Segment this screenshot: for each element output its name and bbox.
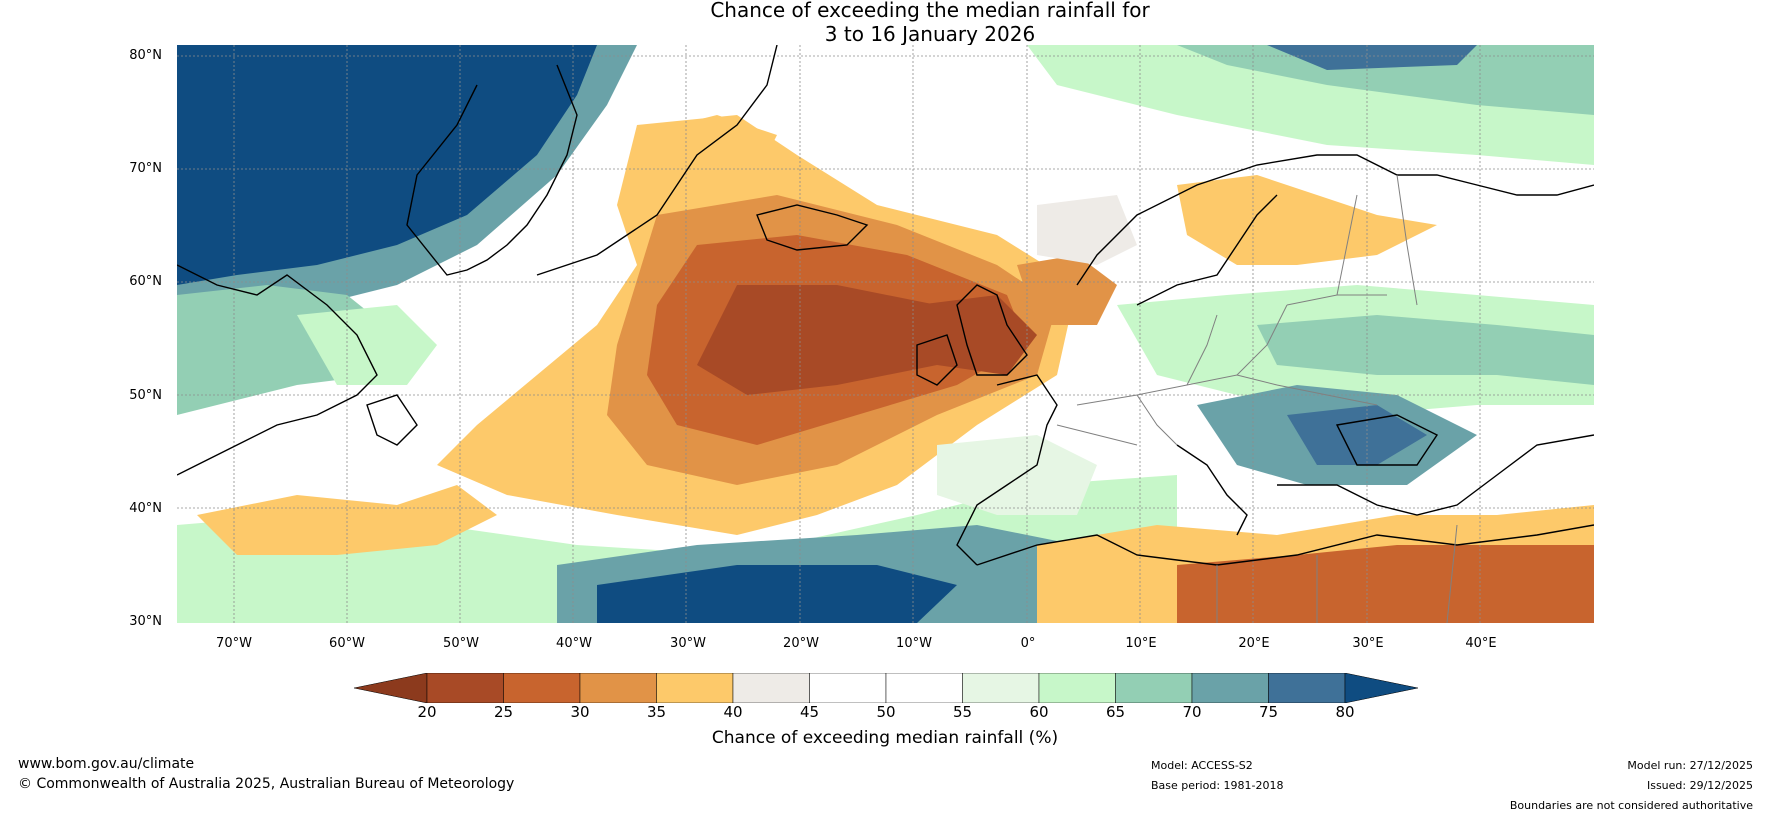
- copyright-text: © Commonwealth of Australia 2025, Austra…: [18, 776, 515, 792]
- coastline-norway: [1076, 154, 1594, 286]
- colorbar-tick-label: 50: [876, 703, 896, 721]
- lon-label-20e: 20°E: [1238, 636, 1270, 651]
- colorbar-tick-label: 20: [417, 703, 437, 721]
- lon-label-60w: 60°W: [329, 636, 365, 651]
- colorbar-bin: [503, 673, 581, 703]
- lat-label-60n: 60°N: [129, 274, 162, 289]
- coastlines: [177, 45, 1594, 566]
- colorbar-bin: [579, 673, 657, 703]
- region-greenland-east-dry: [637, 115, 777, 175]
- coastline-iceland: [756, 204, 869, 251]
- lon-label-0: 0°: [1020, 636, 1036, 651]
- lon-label-50w: 50°W: [443, 636, 479, 651]
- colorbar-over-triangle: [1344, 673, 1418, 703]
- lon-label-10e: 10°E: [1125, 636, 1157, 651]
- colorbar-bin: [1191, 673, 1269, 703]
- lat-label-30n: 30°N: [129, 614, 162, 629]
- coastline-black-sea: [1335, 414, 1439, 466]
- colorbar-under-triangle: [354, 673, 428, 703]
- coastline-baltic: [1136, 194, 1278, 306]
- lon-label-70w: 70°W: [216, 636, 252, 651]
- region-scandinavia-dry: [1177, 175, 1437, 265]
- region-iberia-green: [937, 435, 1097, 515]
- model-text: Model: ACCESS-S2: [1151, 759, 1253, 772]
- region-newfoundland-light: [297, 305, 437, 385]
- region-north-africa-core: [1177, 545, 1594, 623]
- colorbar-bin: [426, 673, 504, 703]
- colorbar-tick-label: 75: [1258, 703, 1279, 721]
- coastline-uk: [956, 284, 1028, 376]
- region-western-atlantic-dry: [197, 485, 497, 555]
- colorbar-tick-label: 70: [1182, 703, 1202, 721]
- colorbar-tick-label: 60: [1029, 703, 1049, 721]
- gridlines: [177, 45, 1594, 623]
- colorbar-tick-label: 65: [1105, 703, 1126, 721]
- coastline-newfoundland: [366, 394, 418, 446]
- colorbar-label: Chance of exceeding median rainfall (%): [711, 728, 1059, 748]
- coastline-north-africa: [976, 524, 1594, 566]
- colorbar: [354, 673, 1418, 703]
- coastline-greenland: [406, 64, 578, 276]
- colorbar-tick-label: 55: [952, 703, 973, 721]
- colorbar-bin: [656, 673, 734, 703]
- colorbar-bin: [885, 673, 963, 703]
- colorbar-tick-label: 35: [646, 703, 667, 721]
- colorbar-tick-label: 45: [799, 703, 820, 721]
- region-atlantic-dry-core: [697, 285, 987, 395]
- region-greenland-wet-core: [177, 45, 597, 285]
- colorbar-bin: [732, 673, 810, 703]
- country-borders: [1056, 174, 1458, 623]
- region-subtropic-deep: [597, 565, 957, 623]
- coastline-ireland: [916, 334, 958, 386]
- lon-label-30w: 30°W: [670, 636, 706, 651]
- map-title-line2: 3 to 16 January 2026: [824, 22, 1036, 46]
- lon-label-40w: 40°W: [556, 636, 592, 651]
- colorbar-tick-label: 40: [723, 703, 743, 721]
- colorbar-bin: [1268, 673, 1346, 703]
- region-arctic-teal: [1177, 45, 1594, 115]
- lat-label-50n: 50°N: [129, 388, 162, 403]
- region-black-sea-blue: [1287, 405, 1427, 465]
- lat-label-70n: 70°N: [129, 161, 162, 176]
- lon-label-40e: 40°E: [1465, 636, 1497, 651]
- colorbar-tick-label: 30: [570, 703, 590, 721]
- rainfall-probability-map: [177, 45, 1594, 623]
- region-east-europe-teal: [1257, 315, 1594, 385]
- region-north-sea-neutral: [1037, 195, 1137, 265]
- colorbar-bin: [962, 673, 1040, 703]
- coastline-europe-west: [956, 374, 1058, 566]
- website-link[interactable]: www.bom.gov.au/climate: [18, 756, 195, 772]
- colorbar-tick-label: 25: [493, 703, 514, 721]
- lon-label-30e: 30°E: [1352, 636, 1384, 651]
- region-south-norway-dry: [1017, 255, 1117, 325]
- colorbar-tick-label: 80: [1335, 703, 1355, 721]
- colorbar-bin: [809, 673, 887, 703]
- lon-label-20w: 20°W: [783, 636, 819, 651]
- issued-text: Issued: 29/12/2025: [1646, 779, 1753, 792]
- region-arctic-blue: [1267, 45, 1477, 70]
- model-run-text: Model run: 27/12/2025: [1627, 759, 1753, 772]
- lat-label-40n: 40°N: [129, 501, 162, 516]
- colorbar-bins: [426, 673, 1346, 703]
- coastline-italy: [1176, 444, 1248, 536]
- colorbar-bin: [1115, 673, 1193, 703]
- region-uk-dry: [917, 295, 1037, 375]
- lon-label-10w: 10°W: [896, 636, 932, 651]
- map-title-line1: Chance of exceeding the median rainfall …: [710, 0, 1150, 22]
- base-period-text: Base period: 1981-2018: [1151, 779, 1284, 792]
- colorbar-bin: [1038, 673, 1116, 703]
- coastline-east-med: [1277, 434, 1594, 516]
- coastline-greenland-east: [536, 45, 778, 276]
- disclaimer-text: Boundaries are not considered authoritat…: [1509, 799, 1753, 812]
- lat-label-80n: 80°N: [129, 48, 162, 63]
- coastline-labrador: [177, 264, 378, 476]
